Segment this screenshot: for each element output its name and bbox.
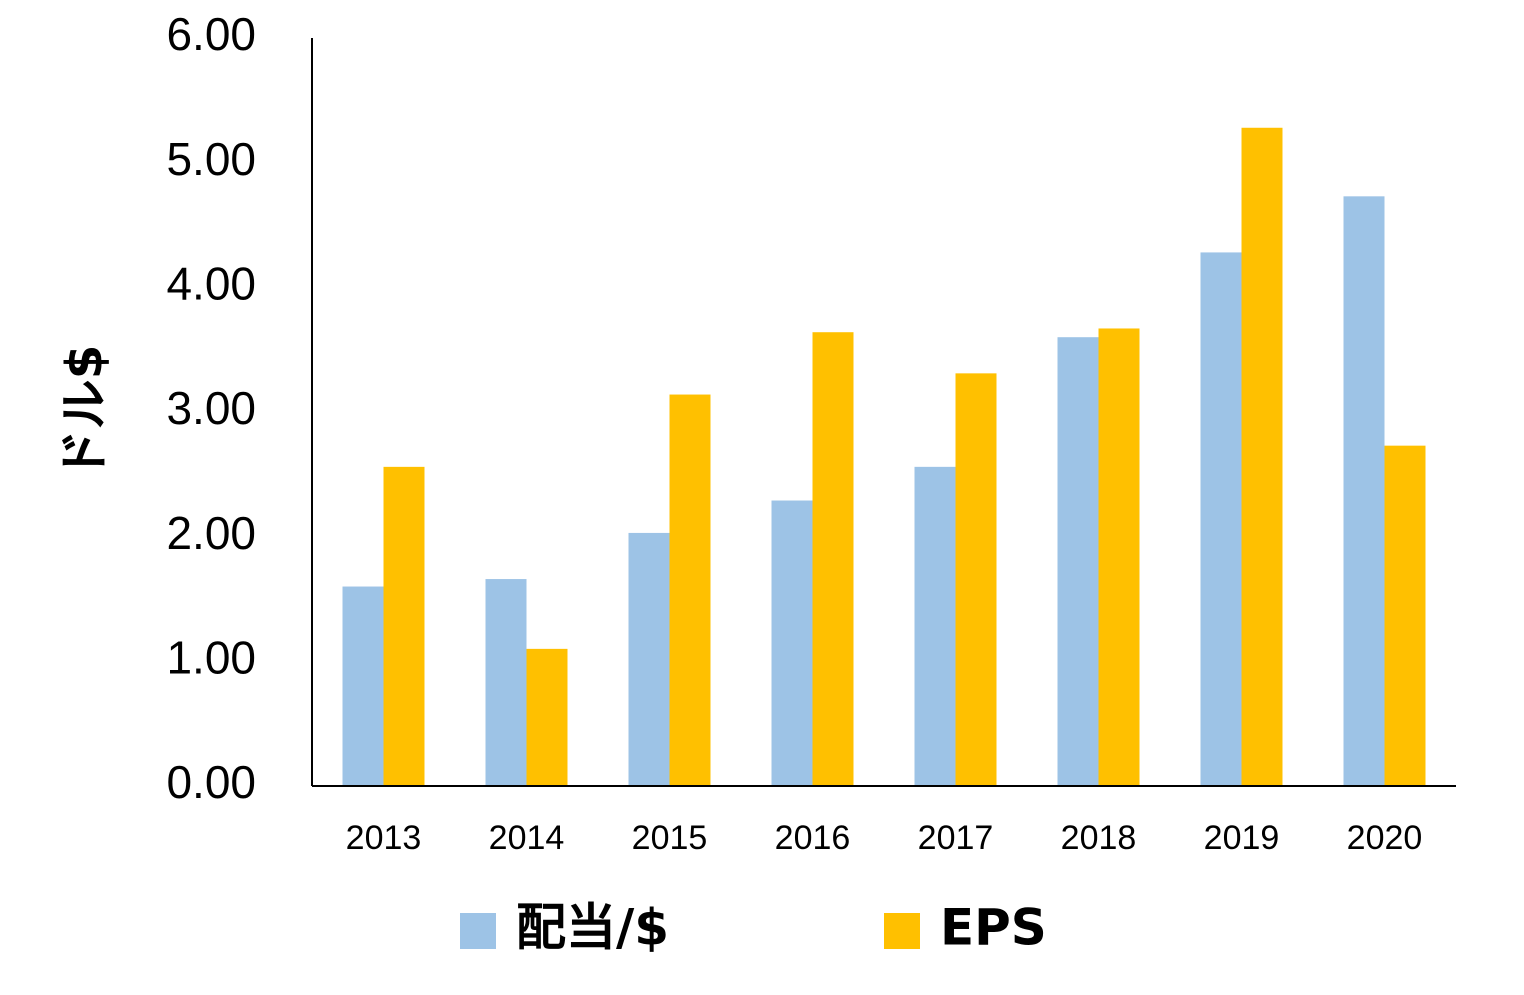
legend: 配当/$ EPS	[460, 899, 1047, 957]
bar-eps-2018	[1098, 328, 1140, 786]
bar-eps-2015	[669, 394, 711, 786]
y-tick-label: 6.00	[166, 8, 256, 60]
legend-swatch	[884, 913, 920, 949]
y-axis-ticks: 0.00 1.00 2.00 3.00 4.00 5.00 6.00	[166, 8, 256, 808]
y-axis-title: ドル$	[56, 345, 114, 480]
bar-eps-2013	[383, 466, 425, 786]
x-tick-label: 2015	[632, 819, 708, 857]
legend-label: EPS	[940, 899, 1047, 957]
bar-eps-2017	[955, 373, 997, 786]
bar-dividend-2014	[485, 579, 527, 786]
bar-eps-2016	[812, 332, 854, 786]
x-axis-labels: 2013 2014 2015 2016 2017 2018 2019 2020	[346, 819, 1423, 857]
bar-dividend-2020	[1343, 196, 1385, 786]
y-tick-label: 1.00	[166, 631, 256, 683]
x-tick-label: 2016	[775, 819, 851, 857]
bar-dividend-2016	[771, 500, 813, 786]
bar-dividend-2013	[342, 586, 384, 786]
bar-dividend-2015	[628, 532, 670, 786]
legend-swatch	[460, 913, 496, 949]
legend-label: 配当/$	[516, 899, 669, 957]
bar-dividend-2018	[1057, 337, 1099, 786]
x-tick-label: 2014	[489, 819, 565, 857]
x-tick-label: 2013	[346, 819, 422, 857]
bar-eps-2014	[526, 648, 568, 786]
bar-eps-2019	[1241, 127, 1283, 786]
x-tick-label: 2017	[918, 819, 994, 857]
y-tick-label: 3.00	[166, 382, 256, 434]
y-tick-label: 4.00	[166, 257, 256, 309]
bar-dividend-2019	[1200, 252, 1242, 787]
y-tick-label: 0.00	[166, 756, 256, 808]
y-tick-label: 2.00	[166, 507, 256, 559]
x-tick-label: 2020	[1347, 819, 1423, 857]
x-tick-label: 2018	[1061, 819, 1137, 857]
x-tick-label: 2019	[1204, 819, 1280, 857]
y-tick-label: 5.00	[166, 133, 256, 185]
bar-dividend-2017	[914, 466, 956, 786]
plot-area	[342, 127, 1426, 787]
bar-eps-2020	[1384, 445, 1426, 786]
